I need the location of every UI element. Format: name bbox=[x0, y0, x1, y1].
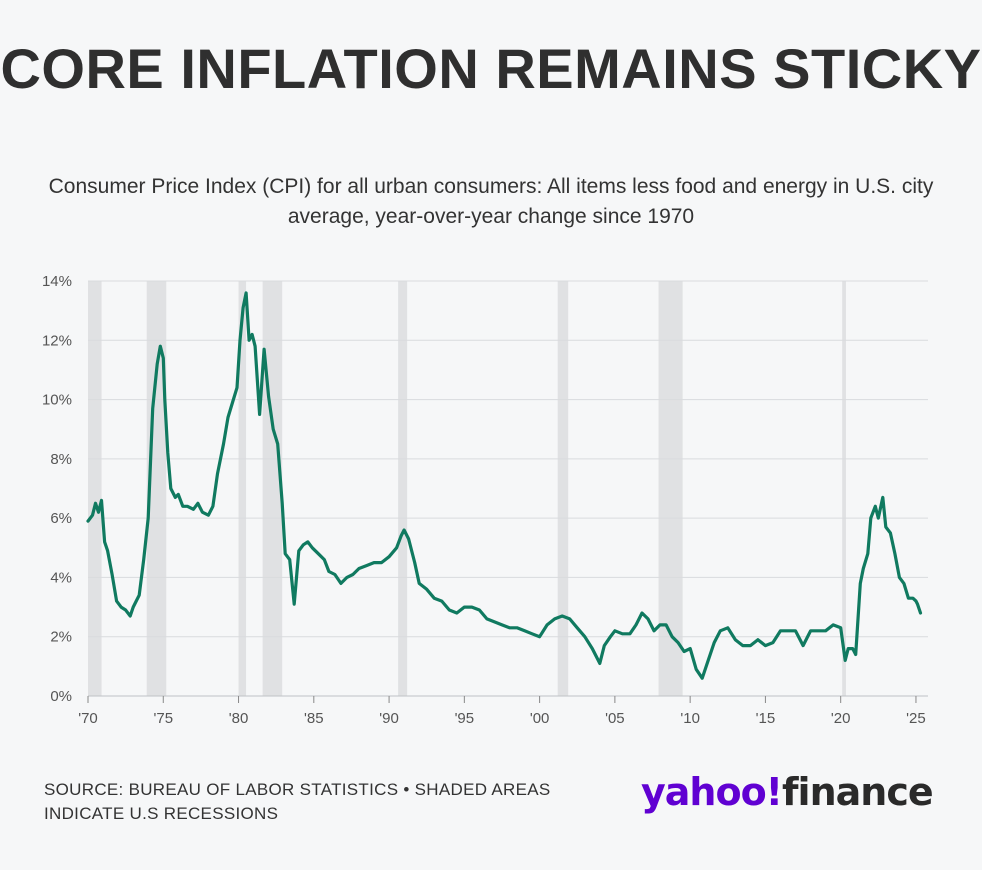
x-tick-label-3: '85 bbox=[304, 710, 324, 727]
x-tick-label-7: '05 bbox=[605, 710, 625, 727]
y-tick-label-2: 4% bbox=[50, 569, 72, 586]
x-tick-label-11: '25 bbox=[906, 710, 926, 727]
recession-band-5 bbox=[557, 281, 569, 696]
x-axis-ticks: '70 '75 '80 '85 '90 '95 '00 '05 '10 '15 '20 '25 bbox=[78, 696, 926, 727]
series-layer bbox=[86, 291, 923, 680]
x-tick-label-8: '10 bbox=[680, 710, 700, 727]
recession-shading bbox=[88, 281, 846, 696]
y-tick-label-1: 2% bbox=[50, 629, 72, 646]
recession-band-2 bbox=[238, 281, 247, 696]
x-tick-label-0: '70 bbox=[78, 710, 98, 727]
y-tick-label-6: 12% bbox=[42, 332, 72, 349]
logo-product: finance bbox=[782, 770, 934, 814]
gridlines bbox=[88, 280, 928, 697]
y-tick-label-4: 8% bbox=[50, 451, 72, 468]
x-tick-label-5: '95 bbox=[455, 710, 475, 727]
x-tick-label-4: '90 bbox=[379, 710, 399, 727]
x-tick-label-9: '15 bbox=[756, 710, 776, 727]
y-tick-label-7: 14% bbox=[42, 273, 72, 290]
recession-band-1 bbox=[146, 281, 167, 696]
recession-band-4 bbox=[398, 281, 408, 696]
x-tick-label-1: '75 bbox=[153, 710, 173, 727]
y-tick-label-3: 6% bbox=[50, 510, 72, 527]
series-line-0 bbox=[86, 291, 923, 680]
recession-band-6 bbox=[658, 281, 683, 696]
recession-band-3 bbox=[262, 281, 283, 696]
x-tick-label-2: '80 bbox=[229, 710, 249, 727]
yahoo-finance-logo: yahoo!finance bbox=[641, 770, 934, 814]
chart-title: CORE INFLATION REMAINS STICKY bbox=[0, 37, 982, 100]
y-axis-ticks: 0% 2% 4% 6% 8% 10% 12% 14% bbox=[42, 273, 72, 705]
x-tick-label-6: '00 bbox=[530, 710, 550, 727]
y-tick-label-5: 10% bbox=[42, 392, 72, 409]
y-tick-label-0: 0% bbox=[50, 688, 72, 705]
recession-band-7 bbox=[842, 281, 846, 696]
chart-subtitle: Consumer Price Index (CPI) for all urban… bbox=[48, 175, 934, 228]
recession-band-0 bbox=[88, 281, 102, 696]
x-tick-label-10: '20 bbox=[831, 710, 851, 727]
logo-brand: yahoo! bbox=[641, 770, 783, 814]
source-note: SOURCE: BUREAU OF LABOR STATISTICS • SHA… bbox=[44, 780, 551, 823]
